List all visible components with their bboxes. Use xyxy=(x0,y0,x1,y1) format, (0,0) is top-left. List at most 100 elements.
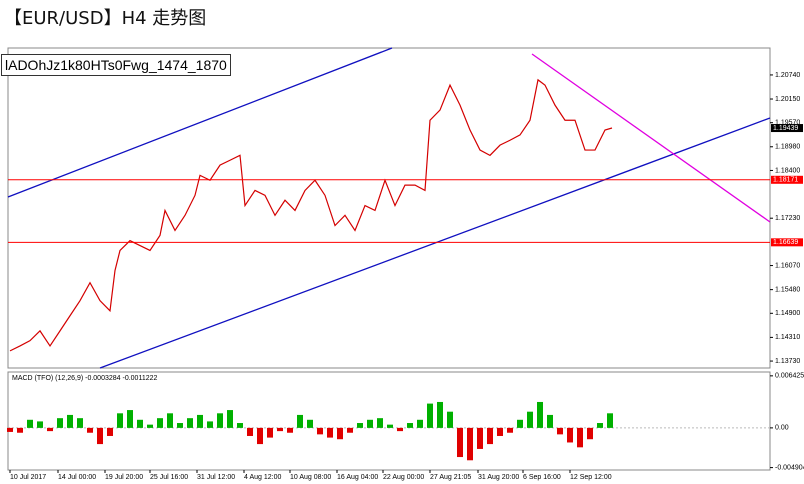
level-label: 1.18171 xyxy=(773,177,798,184)
y-tick-label: 1.20150 xyxy=(775,96,800,103)
macd-title: MACD (TFO) (12,26,9) -0.0003284 -0.00112… xyxy=(12,375,157,382)
x-tick-label: 10 Aug 08:00 xyxy=(290,474,331,481)
macd-bar xyxy=(427,403,433,428)
x-tick-label: 14 Jul 00:00 xyxy=(58,474,96,481)
macd-bar xyxy=(277,427,283,432)
image-label: lADOhJz1k80HTs0Fwg_1474_1870 xyxy=(1,54,231,76)
macd-bar xyxy=(437,401,443,428)
x-tick-label: 12 Sep 12:00 xyxy=(570,474,612,481)
macd-bar xyxy=(447,411,453,428)
y-tick-label: -0.004904 xyxy=(775,464,804,471)
macd-bar xyxy=(377,418,383,428)
macd-bar xyxy=(497,427,503,436)
level-tag xyxy=(771,175,803,184)
trend-line xyxy=(99,117,771,369)
macd-bar xyxy=(7,427,13,432)
macd-frame xyxy=(7,371,771,471)
y-tick-label: 1.18980 xyxy=(775,144,800,151)
macd-bar xyxy=(107,427,113,436)
macd-bar xyxy=(507,427,513,433)
x-tick-label: 27 Aug 21:05 xyxy=(430,474,471,481)
y-tick-label: 1.19570 xyxy=(775,120,800,127)
macd-bar xyxy=(227,410,233,428)
macd-bar xyxy=(77,418,83,428)
trend-line xyxy=(531,53,771,223)
x-tick-label: 31 Aug 20:00 xyxy=(478,474,519,481)
macd-bar xyxy=(287,427,293,433)
x-tick-label: 22 Aug 00:00 xyxy=(383,474,424,481)
macd-bar xyxy=(17,427,23,433)
macd-bar xyxy=(337,427,343,440)
macd-bar xyxy=(487,427,493,445)
macd-bar xyxy=(557,427,563,435)
macd-bar xyxy=(527,411,533,428)
macd-bar xyxy=(467,427,473,461)
y-tick-label: 1.14310 xyxy=(775,334,800,341)
macd-bar xyxy=(87,427,93,433)
macd-bar xyxy=(577,427,583,448)
x-tick-label: 19 Jul 20:00 xyxy=(105,474,143,481)
level-label: 1.16639 xyxy=(773,239,798,246)
y-tick-label: 1.13730 xyxy=(775,358,800,365)
macd-bar xyxy=(357,423,363,428)
macd-bar xyxy=(27,419,33,428)
macd-bar xyxy=(257,427,263,445)
macd-bar xyxy=(317,427,323,435)
macd-bar xyxy=(267,427,273,438)
macd-bar xyxy=(117,413,123,428)
price-line xyxy=(9,78,613,352)
macd-bar xyxy=(207,421,213,428)
y-tick-label: 1.20740 xyxy=(775,72,800,79)
macd-bar xyxy=(597,423,603,428)
macd-bar xyxy=(397,427,403,432)
macd-bar xyxy=(567,427,573,443)
macd-bar xyxy=(607,413,613,428)
macd-bar xyxy=(327,427,333,438)
macd-bar xyxy=(97,427,103,445)
trend-line xyxy=(7,47,393,198)
x-tick-label: 4 Aug 12:00 xyxy=(244,474,281,481)
macd-bar xyxy=(127,410,133,428)
macd-bar xyxy=(37,421,43,428)
price-tag xyxy=(771,124,803,133)
macd-bar xyxy=(537,401,543,428)
y-tick-label: 1.17230 xyxy=(775,215,800,222)
y-tick-label: 1.16070 xyxy=(775,262,800,269)
macd-bar xyxy=(57,418,63,428)
x-tick-label: 25 Jul 16:00 xyxy=(150,474,188,481)
macd-bar xyxy=(517,419,523,428)
macd-bar xyxy=(167,413,173,428)
macd-bar xyxy=(387,424,393,428)
x-tick-label: 10 Jul 2017 xyxy=(10,474,46,481)
macd-bar xyxy=(157,418,163,428)
y-tick-label: 1.18400 xyxy=(775,167,800,174)
macd-bar xyxy=(247,427,253,436)
level-tag xyxy=(771,238,803,247)
y-tick-label: 0.00 xyxy=(775,425,789,432)
macd-bar xyxy=(347,427,353,433)
macd-bar xyxy=(457,427,463,458)
x-tick-label: 6 Sep 16:00 xyxy=(523,474,561,481)
macd-bar xyxy=(197,414,203,428)
macd-bar xyxy=(137,419,143,428)
macd-bar xyxy=(547,414,553,428)
macd-bar xyxy=(147,424,153,428)
macd-bar xyxy=(367,419,373,428)
macd-bar xyxy=(67,414,73,428)
macd-bar xyxy=(177,423,183,428)
page-title: 【EUR/USD】H4 走势图 xyxy=(4,8,207,29)
macd-bar xyxy=(47,427,53,432)
macd-bar xyxy=(407,423,413,428)
y-tick-label: 1.15480 xyxy=(775,286,800,293)
macd-bar xyxy=(217,413,223,428)
macd-bar xyxy=(307,419,313,428)
y-tick-label: 1.14900 xyxy=(775,310,800,317)
macd-bar xyxy=(237,423,243,428)
macd-bar xyxy=(477,427,483,449)
x-tick-label: 31 Jul 12:00 xyxy=(197,474,235,481)
y-tick-label: 0.006425 xyxy=(775,373,804,380)
x-tick-label: 16 Aug 04:00 xyxy=(337,474,378,481)
macd-bar xyxy=(587,427,593,440)
